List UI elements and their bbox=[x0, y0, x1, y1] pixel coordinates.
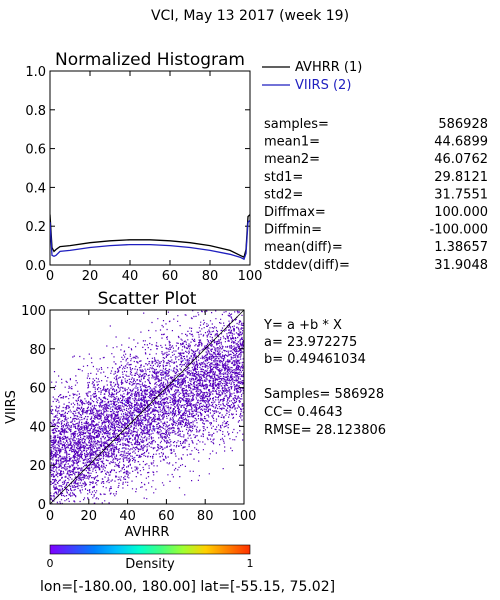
scatter-frame bbox=[49, 309, 245, 505]
hist-x-tick-label: 0 bbox=[46, 269, 54, 284]
stat-value: 46.0762 bbox=[434, 152, 488, 167]
histogram-legend: AVHRR (1) VIIRS (2) bbox=[262, 60, 362, 93]
regression-b: b= 0.49461034 bbox=[264, 352, 366, 367]
regression-a: a= 23.972275 bbox=[264, 335, 357, 350]
scatter-x-tick-label: 40 bbox=[119, 509, 136, 524]
stat-value: 586928 bbox=[438, 117, 488, 132]
scatter-y-axis-label: VIIRS bbox=[4, 390, 19, 424]
regression-samples: Samples= 586928 bbox=[264, 387, 384, 402]
scatter-y-tick-label: 20 bbox=[29, 459, 46, 474]
hist-y-tick-label: 0.6 bbox=[25, 143, 46, 158]
regression-block: Y= a +b * X a= 23.972275 b= 0.49461034 S… bbox=[263, 318, 386, 438]
legend-viirs-label: VIIRS (2) bbox=[295, 78, 351, 93]
stat-label: mean2= bbox=[264, 152, 320, 167]
hist-x-tick-label: 60 bbox=[162, 269, 179, 284]
scatter-x-axis-label: AVHRR bbox=[125, 525, 170, 540]
scatter-x-tick-label: 100 bbox=[232, 509, 257, 524]
hist-series-line-0 bbox=[50, 214, 250, 259]
hist-x-tick-label: 80 bbox=[202, 269, 219, 284]
regression-rmse: RMSE= 28.123806 bbox=[264, 423, 386, 438]
stat-value: 31.7551 bbox=[434, 187, 488, 202]
scatter-y-tick-label: 0 bbox=[38, 498, 46, 513]
stat-label: std2= bbox=[264, 187, 303, 202]
density-colorbar: 0 Density 1 bbox=[47, 544, 254, 572]
statistics-block: samples= 586928 mean1= 44.6899 mean2= 46.0762… bbox=[264, 117, 488, 273]
hist-y-tick-label: 1.0 bbox=[25, 65, 46, 80]
one-to-one-line bbox=[49, 309, 245, 505]
stat-label: mean1= bbox=[264, 135, 320, 150]
regression-cc: CC= 0.4643 bbox=[264, 405, 343, 420]
bounds-footer: lon=[-180.00, 180.00] lat=[-55.15, 75.02… bbox=[40, 579, 335, 595]
hist-y-tick-label: 0.8 bbox=[25, 104, 46, 119]
stat-value: 31.9048 bbox=[434, 258, 488, 273]
stat-value: -100.000 bbox=[430, 223, 488, 238]
scatter-points bbox=[50, 310, 244, 504]
stat-value: 100.000 bbox=[434, 205, 488, 220]
stat-label: samples= bbox=[264, 117, 329, 132]
hist-y-tick-label: 0.4 bbox=[25, 181, 46, 196]
hist-x-tick-label: 100 bbox=[238, 269, 263, 284]
scatter-y-tick-label: 60 bbox=[29, 382, 46, 397]
scatter-y-tick-label: 80 bbox=[29, 343, 46, 358]
stat-label: Diffmax= bbox=[264, 205, 326, 220]
scatter-x-tick-label: 20 bbox=[81, 509, 98, 524]
hist-y-tick-label: 0.2 bbox=[25, 220, 46, 235]
regression-equation: Y= a +b * X bbox=[263, 318, 342, 333]
scatter-title: Scatter Plot bbox=[98, 289, 197, 309]
colorbar-max-label: 1 bbox=[247, 557, 254, 570]
stat-value: 44.6899 bbox=[434, 135, 488, 150]
hist-y-tick-label: 0.0 bbox=[25, 259, 46, 274]
stat-label: Diffmin= bbox=[264, 223, 322, 238]
figure-title: VCI, May 13 2017 (week 19) bbox=[151, 8, 349, 24]
stat-value: 29.8121 bbox=[434, 170, 488, 185]
hist-series-line-1 bbox=[50, 219, 250, 261]
stat-label: mean(diff)= bbox=[264, 240, 343, 255]
colorbar-label: Density bbox=[125, 557, 175, 572]
scatter-x-tick-label: 0 bbox=[46, 509, 54, 524]
hist-x-tick-label: 20 bbox=[82, 269, 99, 284]
colorbar-gradient bbox=[49, 544, 251, 555]
scatter-point-cloud bbox=[50, 310, 244, 504]
histogram-series bbox=[50, 214, 250, 261]
colorbar-min-label: 0 bbox=[47, 557, 54, 570]
scatter-y-tick-label: 100 bbox=[21, 304, 46, 319]
scatter-ticks: 0 20 40 60 80 100 0 20 40 60 80 100 bbox=[21, 304, 256, 524]
histogram-ticks: 0 20 40 60 80 100 0.0 0.2 0.4 0.6 0.8 1.0 bbox=[25, 65, 262, 284]
stat-label: stddev(diff)= bbox=[264, 258, 350, 273]
stat-value: 1.38657 bbox=[434, 240, 488, 255]
stat-label: std1= bbox=[264, 170, 303, 185]
scatter-x-tick-label: 60 bbox=[158, 509, 175, 524]
hist-x-tick-label: 40 bbox=[122, 269, 139, 284]
legend-avhrr-label: AVHRR (1) bbox=[295, 60, 362, 75]
scatter-y-tick-label: 40 bbox=[29, 420, 46, 435]
scatter-x-tick-label: 80 bbox=[197, 509, 214, 524]
histogram-title: Normalized Histogram bbox=[55, 50, 245, 70]
histogram-frame bbox=[49, 70, 251, 266]
